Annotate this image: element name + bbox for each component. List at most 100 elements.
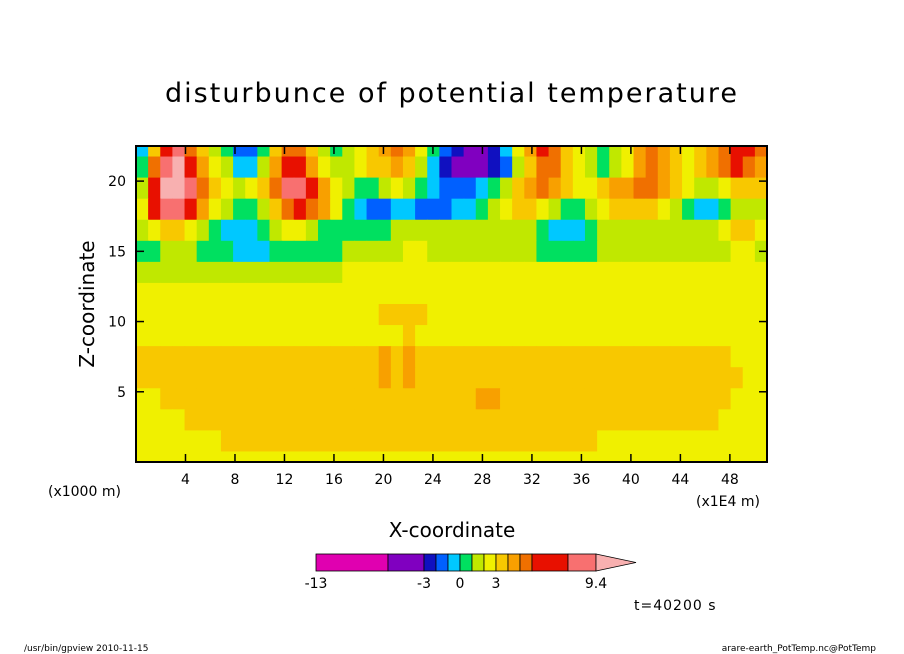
- heatmap-cell: [682, 219, 695, 242]
- colorbar-swatch: [315, 553, 389, 572]
- heatmap-cell: [657, 177, 671, 200]
- heatmap-cell: [682, 409, 695, 431]
- heatmap-cell: [245, 219, 258, 242]
- heatmap-cell: [560, 451, 574, 463]
- heatmap-cell: [730, 304, 744, 326]
- heatmap-cell: [390, 240, 404, 263]
- heatmap-cell: [427, 325, 440, 347]
- heatmap-cell: [645, 219, 659, 242]
- heatmap-cell: [318, 282, 331, 305]
- colorbar-labels: -13 -3 0 3 9.4: [305, 576, 608, 592]
- heatmap-cell: [742, 325, 756, 347]
- colorbar-label: 0: [456, 576, 465, 592]
- heatmap-cell: [645, 198, 659, 221]
- heatmap-cell: [560, 240, 574, 263]
- heatmap-cell: [233, 346, 246, 368]
- heatmap-cell: [560, 282, 574, 305]
- heatmap-cell: [597, 146, 610, 158]
- heatmap-cell: [682, 240, 695, 263]
- heatmap-cell: [402, 198, 416, 221]
- heatmap-cell: [233, 367, 246, 389]
- heatmap-cell: [500, 146, 513, 158]
- colorbar-swatch: [495, 553, 509, 572]
- y-tick-label: 10: [108, 315, 126, 331]
- footer-left: /usr/bin/gpview 2010-11-15: [24, 644, 148, 654]
- heatmap-cell: [451, 261, 465, 284]
- heatmap-cell: [536, 430, 550, 453]
- heatmap-cell: [742, 409, 756, 431]
- y-axis-label: Z-coordinate: [75, 240, 99, 367]
- heatmap-cell: [220, 451, 234, 463]
- heatmap-cell: [160, 177, 173, 200]
- heatmap-cell: [512, 156, 525, 179]
- heatmap-cell: [597, 346, 610, 368]
- heatmap-cell: [669, 282, 683, 305]
- heatmap-cell: [645, 304, 659, 326]
- heatmap-cell: [415, 156, 428, 179]
- heatmap-cell: [184, 156, 198, 179]
- heatmap-cell: [682, 325, 695, 347]
- heatmap-cell: [621, 346, 635, 368]
- heatmap-cell: [621, 177, 635, 200]
- heatmap-cell: [584, 198, 598, 221]
- heatmap-cell: [378, 409, 392, 431]
- heatmap-cell: [402, 156, 416, 179]
- heatmap-cell: [281, 177, 295, 200]
- heatmap-cell: [415, 346, 428, 368]
- heatmap-cell: [136, 282, 149, 305]
- heatmap-cell: [402, 261, 416, 284]
- heatmap-cell: [621, 282, 635, 305]
- heatmap-cell: [245, 325, 258, 347]
- heatmap-cell: [354, 325, 368, 347]
- heatmap-cell: [463, 367, 477, 389]
- heatmap-cell: [196, 388, 210, 410]
- heatmap-cell: [694, 304, 707, 326]
- colorbar-label: -13: [305, 576, 328, 592]
- heatmap-cell: [657, 146, 671, 158]
- heatmap-cell: [318, 409, 331, 431]
- heatmap-cell: [645, 177, 659, 200]
- heatmap-cell: [281, 146, 295, 158]
- heatmap-cell: [572, 177, 586, 200]
- heatmap-cell: [208, 240, 222, 263]
- heatmap-cell: [584, 304, 598, 326]
- heatmap-cell: [451, 451, 465, 463]
- heatmap-cell: [415, 367, 428, 389]
- heatmap-cell: [196, 325, 210, 347]
- heatmap-cell: [269, 146, 283, 158]
- heatmap-cell: [500, 451, 513, 463]
- heatmap-cell: [718, 219, 732, 242]
- heatmap-cell: [730, 451, 744, 463]
- heatmap-cell: [220, 240, 234, 263]
- heatmap-cell: [487, 261, 501, 284]
- heatmap-cell: [330, 146, 343, 158]
- heatmap-cell: [220, 177, 234, 200]
- heatmap-cell: [597, 388, 610, 410]
- heatmap-cell: [500, 409, 513, 431]
- heatmap-cell: [730, 346, 744, 368]
- heatmap-cell: [257, 304, 271, 326]
- heatmap-cell: [293, 325, 307, 347]
- heatmap-cell: [366, 325, 380, 347]
- heatmap-cell: [524, 240, 538, 263]
- heatmap-cell: [269, 198, 283, 221]
- heatmap-cell: [233, 219, 246, 242]
- heatmap-cell: [427, 198, 440, 221]
- heatmap-cell: [366, 177, 380, 200]
- heatmap-cell: [754, 198, 768, 221]
- heatmap-cell: [208, 430, 222, 453]
- heatmap-cell: [415, 146, 428, 158]
- heatmap-cell: [682, 304, 695, 326]
- heatmap-cell: [208, 388, 222, 410]
- heatmap-cell: [390, 346, 404, 368]
- heatmap-cell: [754, 304, 768, 326]
- heatmap-cell: [233, 409, 246, 431]
- heatmap-cell: [366, 156, 380, 179]
- heatmap-cell: [318, 219, 331, 242]
- heatmap-cell: [560, 346, 574, 368]
- heatmap-cell: [645, 325, 659, 347]
- heatmap-cell: [330, 346, 343, 368]
- heatmap-cell: [245, 451, 258, 463]
- heatmap-cell: [475, 430, 489, 453]
- heatmap-cell: [439, 388, 453, 410]
